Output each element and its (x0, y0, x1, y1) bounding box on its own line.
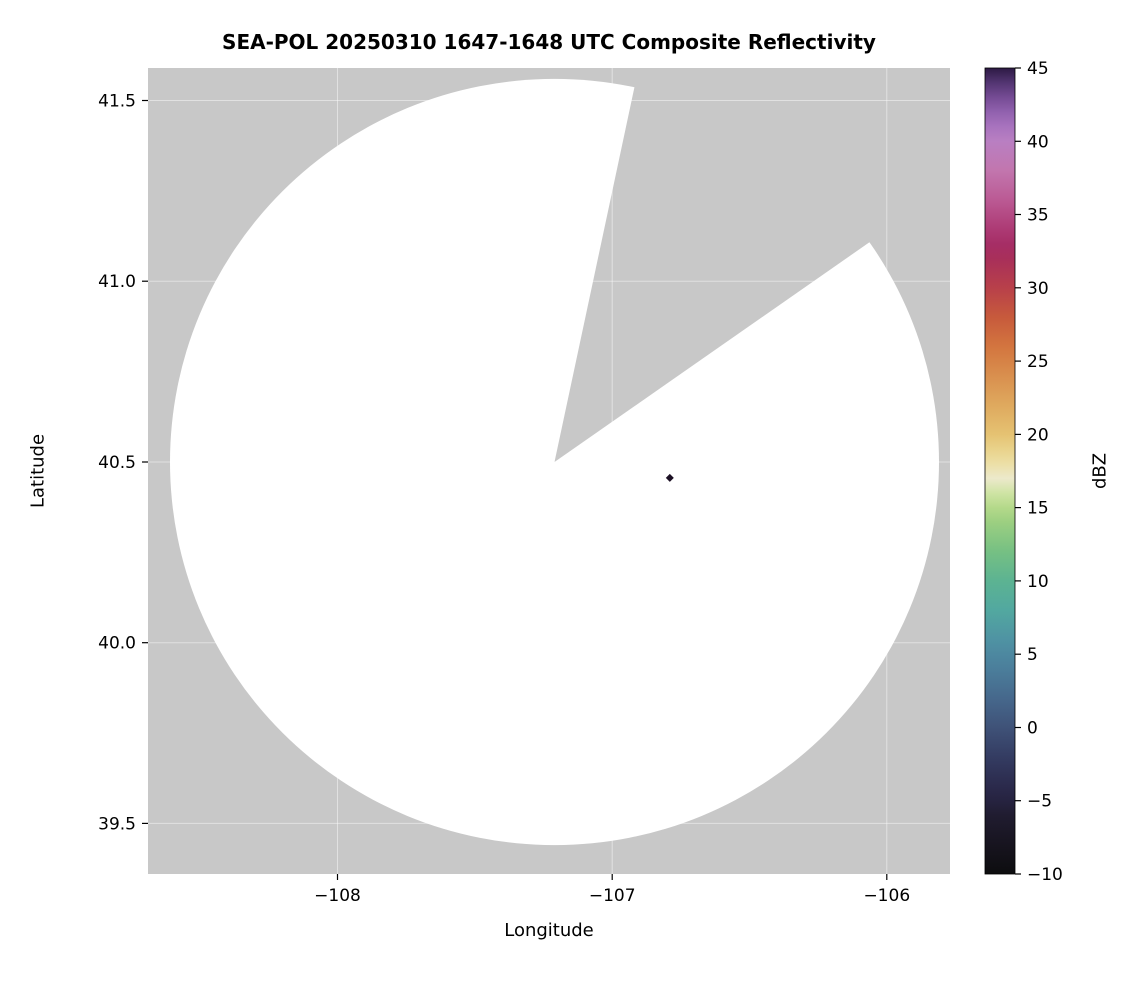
x-axis-label: Longitude (504, 920, 594, 941)
y-tick-label: 40.0 (98, 634, 136, 654)
colorbar-tick-label: 45 (1027, 59, 1049, 79)
colorbar-tick-label: 40 (1027, 132, 1049, 152)
colorbar-tick-label: 10 (1027, 572, 1049, 592)
x-tick-label: −108 (314, 886, 361, 906)
colorbar-tick-label: 35 (1027, 206, 1049, 226)
reflectivity-echo-marker (665, 473, 674, 482)
blocked-sector-wedge (554, 68, 950, 462)
colorbar-tick-label: 5 (1027, 645, 1038, 665)
colorbar (984, 67, 1016, 875)
y-tick-label: 39.5 (98, 814, 136, 834)
x-tick-label: −106 (863, 886, 910, 906)
colorbar-tick-label: 15 (1027, 499, 1049, 519)
colorbar-tick-label: −5 (1027, 792, 1052, 812)
colorbar-tick-label: 25 (1027, 352, 1049, 372)
chart-title: SEA-POL 20250310 1647-1648 UTC Composite… (222, 30, 876, 54)
y-tick-label: 40.5 (98, 453, 136, 473)
x-tick-label: −107 (589, 886, 636, 906)
y-tick-label: 41.5 (98, 92, 136, 112)
colorbar-tick-label: 20 (1027, 425, 1049, 445)
colorbar-tick-label: 0 (1027, 719, 1038, 739)
colorbar-tick-label: 30 (1027, 279, 1049, 299)
y-axis-label: Latitude (27, 433, 49, 509)
colorbar-label: dBZ (1089, 452, 1111, 490)
colorbar-tick-label: −10 (1027, 865, 1063, 885)
y-tick-label: 41.0 (98, 272, 136, 292)
